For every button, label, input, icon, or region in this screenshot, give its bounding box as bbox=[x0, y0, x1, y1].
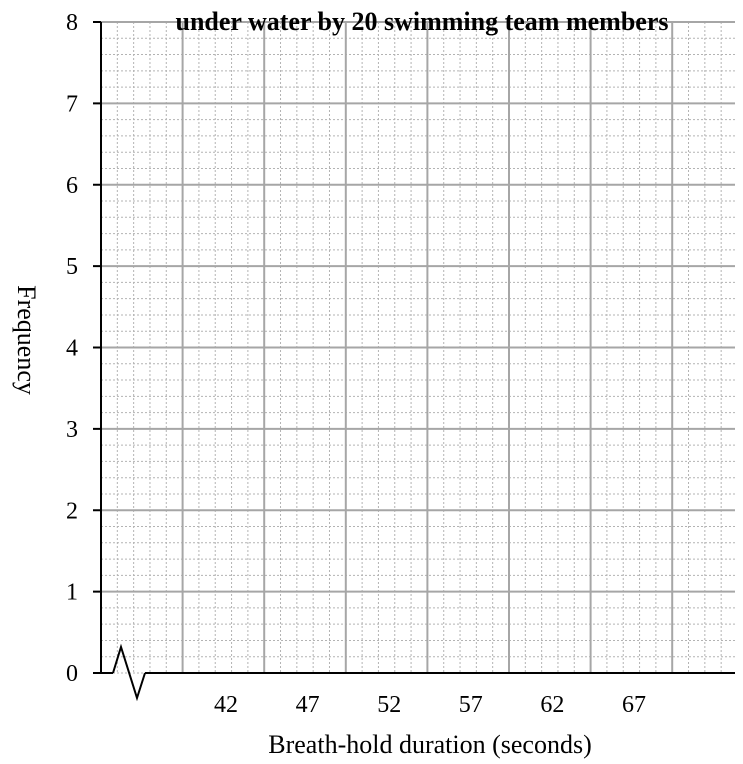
y-tick-label: 4 bbox=[66, 336, 78, 362]
y-tick-label: 0 bbox=[66, 661, 78, 687]
x-tick-label: 47 bbox=[296, 692, 320, 718]
x-axis-label: Breath-hold duration (seconds) bbox=[268, 730, 591, 759]
x-tick-labels: 42 47 52 57 62 67 bbox=[214, 692, 646, 718]
x-tick-label: 57 bbox=[459, 692, 483, 718]
axis-break-icon bbox=[112, 643, 146, 702]
y-tick-label: 2 bbox=[66, 498, 78, 524]
y-axis-label: Frequency bbox=[12, 285, 41, 395]
chart-title: under water by 20 swimming team members bbox=[176, 7, 669, 36]
y-tick-label: 5 bbox=[66, 254, 78, 280]
x-tick-label: 67 bbox=[622, 692, 646, 718]
y-tick-label: 8 bbox=[66, 10, 78, 36]
y-tick-label: 7 bbox=[66, 91, 78, 117]
y-tick-label: 3 bbox=[66, 417, 78, 443]
y-tick-labels: 0 1 2 3 4 5 6 7 8 bbox=[66, 10, 101, 687]
major-grid bbox=[101, 21, 735, 673]
x-tick-label: 62 bbox=[540, 692, 564, 718]
x-tick-label: 42 bbox=[214, 692, 238, 718]
y-tick-label: 1 bbox=[66, 580, 78, 606]
y-tick-label: 6 bbox=[66, 173, 78, 199]
x-tick-label: 52 bbox=[377, 692, 401, 718]
